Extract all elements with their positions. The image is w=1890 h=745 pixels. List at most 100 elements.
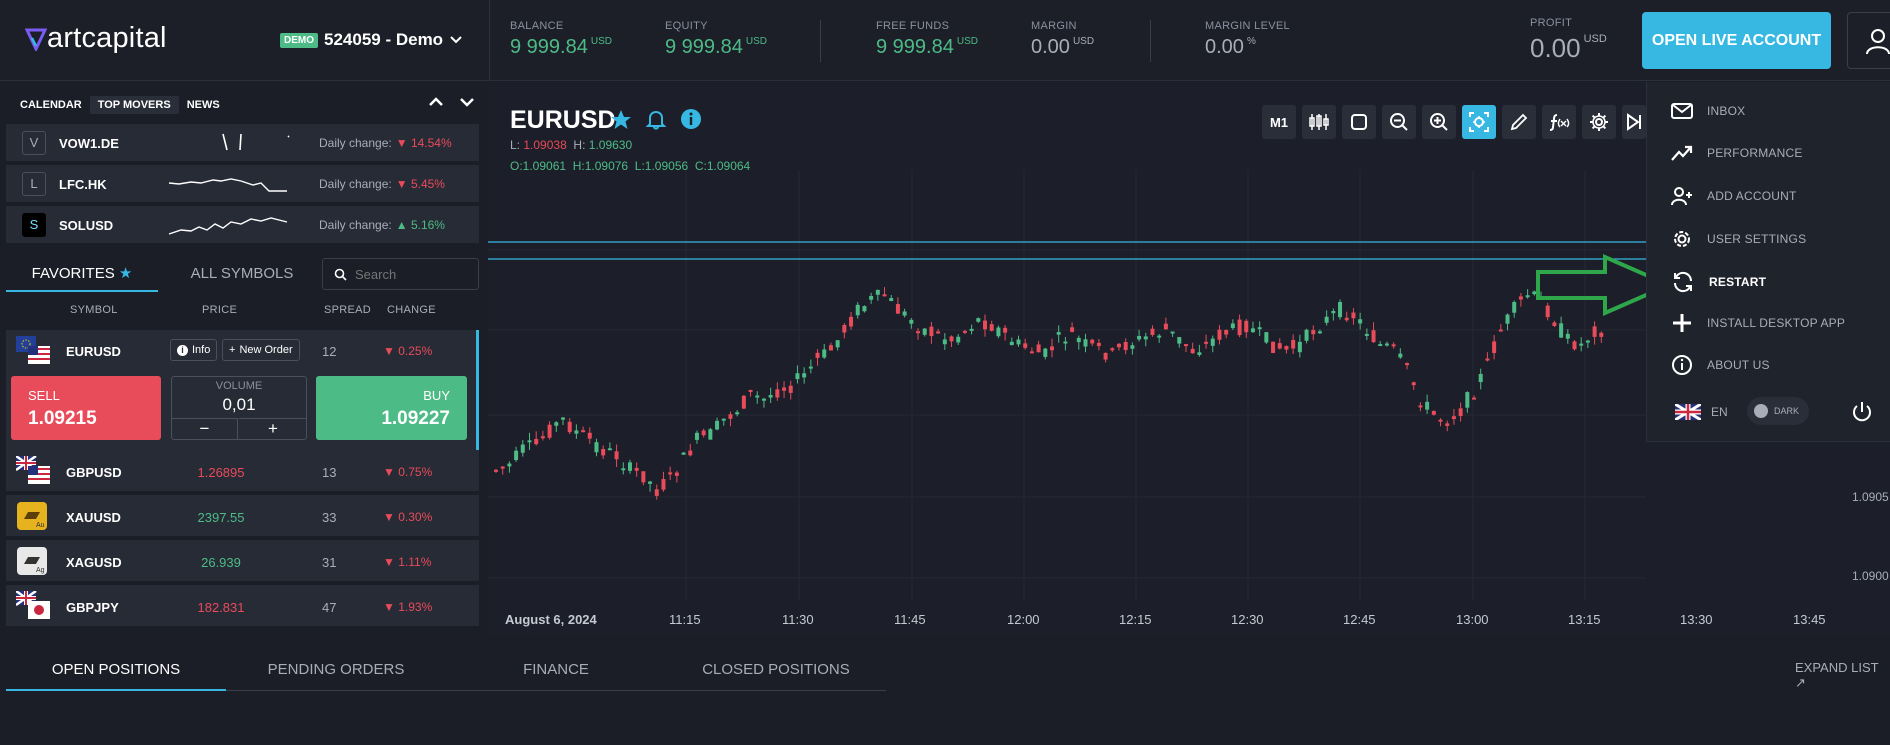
left-panel: CALENDAR TOP MOVERS NEWS V VOW1.DE Daily… bbox=[0, 82, 482, 634]
candle-body bbox=[802, 373, 807, 378]
candle-body bbox=[614, 451, 619, 460]
chevron-up-icon[interactable] bbox=[428, 96, 444, 108]
candle-body bbox=[996, 327, 1001, 337]
mover-item[interactable]: V VOW1.DE Daily change: ▼ 14.54% bbox=[6, 124, 479, 162]
symbol-row[interactable]: Ag XAGUSD 26.939 31 ▼ 1.11% bbox=[6, 540, 479, 583]
sell-label: SELL bbox=[28, 388, 60, 403]
open-live-account-button[interactable]: OPEN LIVE ACCOUNT bbox=[1642, 12, 1831, 69]
tab-all-symbols[interactable]: ALL SYMBOLS bbox=[190, 265, 294, 282]
tab-news[interactable]: NEWS bbox=[186, 99, 220, 111]
new-order-button[interactable]: + New Order bbox=[222, 339, 300, 361]
candle-body bbox=[916, 331, 921, 334]
candle-body bbox=[1003, 327, 1008, 333]
zoom-out-button[interactable] bbox=[1382, 105, 1416, 139]
menu-item-inbox[interactable]: INBOX bbox=[1671, 102, 1745, 120]
zoom-in-button[interactable] bbox=[1422, 105, 1456, 139]
bell-icon[interactable] bbox=[645, 108, 667, 130]
symbol-price: 2397.55 bbox=[197, 510, 245, 525]
candle-body bbox=[1458, 408, 1463, 416]
gbpusd-flag-icon bbox=[16, 456, 50, 484]
symbol-price: 26.939 bbox=[201, 555, 241, 570]
expand-list-button[interactable]: EXPAND LIST ↗ bbox=[1795, 660, 1879, 690]
symbol-price: 1.26895 bbox=[197, 465, 245, 480]
symbol-tabs: FAVORITES ★ ALL SYMBOLS bbox=[6, 257, 476, 293]
draw-pencil-button[interactable] bbox=[1502, 105, 1536, 139]
symbol-row-expanded[interactable]: EURUSD i Info + New Order 12 ▼ 0.25% SELL … bbox=[6, 330, 479, 460]
candle-body bbox=[688, 450, 693, 456]
info-icon[interactable] bbox=[680, 108, 702, 130]
symbol-row[interactable]: GBPUSD 1.26895 13 ▼ 0.75% bbox=[6, 450, 479, 493]
candle-body bbox=[1324, 316, 1329, 323]
user-menu-button[interactable] bbox=[1847, 12, 1890, 69]
candle-body bbox=[949, 336, 954, 342]
candle-body bbox=[983, 320, 988, 330]
tab-closed-positions[interactable]: CLOSED POSITIONS bbox=[702, 661, 850, 678]
info-button[interactable]: i Info bbox=[170, 339, 218, 361]
menu-item-install-desktop-app[interactable]: INSTALL DESKTOP APP bbox=[1671, 312, 1845, 334]
play-forward-button[interactable] bbox=[1622, 105, 1646, 139]
tab-favorites[interactable]: FAVORITES ★ bbox=[31, 265, 133, 282]
user-dropdown-menu: INBOX PERFORMANCE ADD ACCOUNT USER SETTI… bbox=[1646, 82, 1890, 442]
down-triangle-icon: ▼ bbox=[383, 600, 395, 614]
menu-item-performance[interactable]: PERFORMANCE bbox=[1671, 144, 1803, 162]
mover-item[interactable]: S SOLUSD Daily change: ▲ 5.16% bbox=[6, 206, 479, 244]
tab-open-positions[interactable]: OPEN POSITIONS bbox=[51, 661, 181, 678]
candle-body bbox=[1411, 382, 1416, 386]
candle-body bbox=[782, 387, 787, 391]
candle-body bbox=[1518, 296, 1523, 300]
symbol-row[interactable]: GBPJPY 182.831 47 ▼ 1.93% bbox=[6, 585, 479, 628]
x-tick: 12:45 bbox=[1343, 612, 1376, 627]
tab-calendar[interactable]: CALENDAR bbox=[20, 99, 82, 111]
account-selector[interactable]: DEMO 524059 - Demo bbox=[280, 30, 463, 50]
volume-input[interactable]: 0,01 bbox=[222, 395, 256, 414]
candle-body bbox=[500, 466, 505, 469]
x-tick: 11:15 bbox=[669, 612, 701, 627]
candle-body bbox=[1552, 322, 1557, 326]
volume-decrease-button[interactable]: − bbox=[172, 418, 238, 440]
search-input[interactable] bbox=[322, 258, 479, 290]
candle-body bbox=[527, 440, 532, 443]
candle-body bbox=[842, 324, 847, 333]
menu-item-add-account[interactable]: ADD ACCOUNT bbox=[1671, 186, 1797, 206]
mover-item[interactable]: L LFC.HK Daily change: ▼ 5.45% bbox=[6, 165, 479, 203]
theme-toggle[interactable]: DARK bbox=[1747, 397, 1809, 425]
tab-finance[interactable]: FINANCE bbox=[523, 661, 589, 678]
candle-body bbox=[1579, 343, 1584, 346]
profit-metric: PROFIT 0.00 USD bbox=[1530, 17, 1607, 64]
logo[interactable]: artcapital bbox=[25, 22, 167, 55]
volume-increase-button[interactable]: + bbox=[239, 418, 307, 440]
menu-item-restart[interactable]: RESTART bbox=[1671, 270, 1766, 294]
symbol-row[interactable]: Au XAUUSD 2397.55 33 ▼ 0.30% bbox=[6, 495, 479, 538]
power-icon[interactable] bbox=[1850, 400, 1874, 424]
symbol-letter-icon: L bbox=[22, 172, 46, 196]
draw-shape-button[interactable] bbox=[1342, 105, 1376, 139]
candle-body bbox=[775, 389, 780, 398]
star-icon[interactable] bbox=[610, 109, 632, 131]
candle-body bbox=[1271, 341, 1276, 353]
candle-body bbox=[895, 304, 900, 314]
timeframe-button[interactable]: M1 bbox=[1262, 105, 1296, 139]
tab-top-movers[interactable]: TOP MOVERS bbox=[89, 96, 179, 114]
buy-button[interactable]: BUY 1.09227 bbox=[316, 376, 467, 440]
info-icon: i bbox=[177, 344, 188, 356]
symbol-name: XAUUSD bbox=[66, 510, 121, 525]
function-icon bbox=[1549, 114, 1570, 131]
chart-settings-button[interactable] bbox=[1582, 105, 1616, 139]
candle-body bbox=[1391, 344, 1396, 347]
candle-body bbox=[494, 469, 498, 472]
menu-item-about-us[interactable]: ABOUT US bbox=[1671, 354, 1770, 376]
chart-type-button[interactable] bbox=[1302, 105, 1336, 139]
menu-item-user-settings[interactable]: USER SETTINGS bbox=[1671, 228, 1806, 250]
crosshair-button[interactable] bbox=[1462, 105, 1496, 139]
chevron-down-icon[interactable] bbox=[459, 96, 475, 108]
indicators-button[interactable] bbox=[1542, 105, 1576, 139]
sell-button[interactable]: SELL 1.09215 bbox=[11, 376, 161, 440]
language-selector[interactable]: EN bbox=[1675, 404, 1728, 420]
candle-body bbox=[1197, 352, 1202, 355]
candlestick-chart[interactable] bbox=[488, 170, 1646, 620]
symbol-change: ▼ 1.11% bbox=[383, 555, 432, 569]
tab-pending-orders[interactable]: PENDING ORDERS bbox=[267, 661, 405, 678]
candle-body bbox=[1096, 342, 1101, 347]
candle-body bbox=[808, 366, 813, 369]
silver-icon: Ag bbox=[17, 547, 47, 575]
